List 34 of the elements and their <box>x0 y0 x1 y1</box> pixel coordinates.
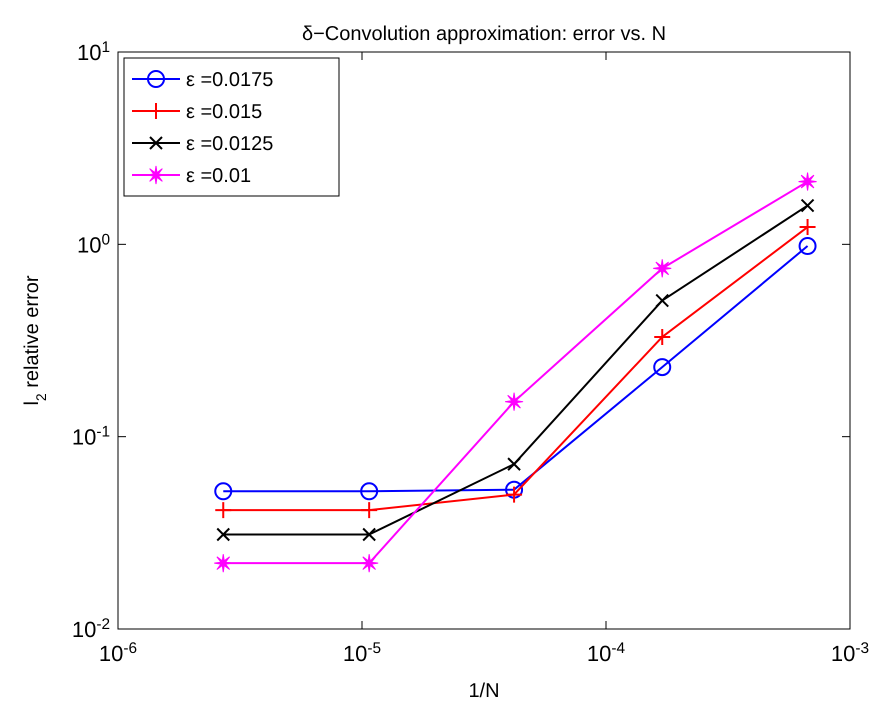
point <box>360 482 378 500</box>
point <box>798 218 817 236</box>
x-tick-label: 10$^{-5}$ <box>342 640 382 666</box>
point <box>360 554 379 573</box>
legend-label: ε =0.0175 <box>186 69 274 91</box>
y-tick-label: 10$^{0}$ <box>76 230 110 258</box>
point <box>653 358 672 376</box>
point <box>798 237 817 256</box>
legend-label: ε =0.01 <box>186 165 252 187</box>
point <box>507 457 522 472</box>
point <box>360 501 378 520</box>
x-tick-label: 10$^{-3}$ <box>830 640 870 666</box>
x-axis-title: 1/N <box>468 680 500 702</box>
x-tick-label: 10$^{-4}$ <box>586 640 626 666</box>
point <box>505 480 524 499</box>
point <box>652 258 672 278</box>
point <box>362 527 376 542</box>
y-tick-label: 10$^{1}$ <box>76 38 110 65</box>
point <box>505 486 524 504</box>
chart-title: δ−Convolution approximation: error vs. N <box>302 23 666 45</box>
legend-label: ε =0.015 <box>186 101 262 123</box>
point <box>214 501 232 520</box>
y-tick-label: 10$^{-2}$ <box>72 616 110 642</box>
point <box>653 328 672 346</box>
point <box>214 482 232 500</box>
point <box>216 527 230 542</box>
x-tick-label: 10$^{-6}$ <box>98 640 138 666</box>
point <box>504 392 524 412</box>
point <box>798 172 818 192</box>
point <box>800 198 815 213</box>
y-tick-label: 10$^{-1}$ <box>72 423 110 450</box>
point <box>655 294 670 308</box>
point <box>214 554 233 573</box>
legend-label: ε =0.0125 <box>186 133 274 155</box>
